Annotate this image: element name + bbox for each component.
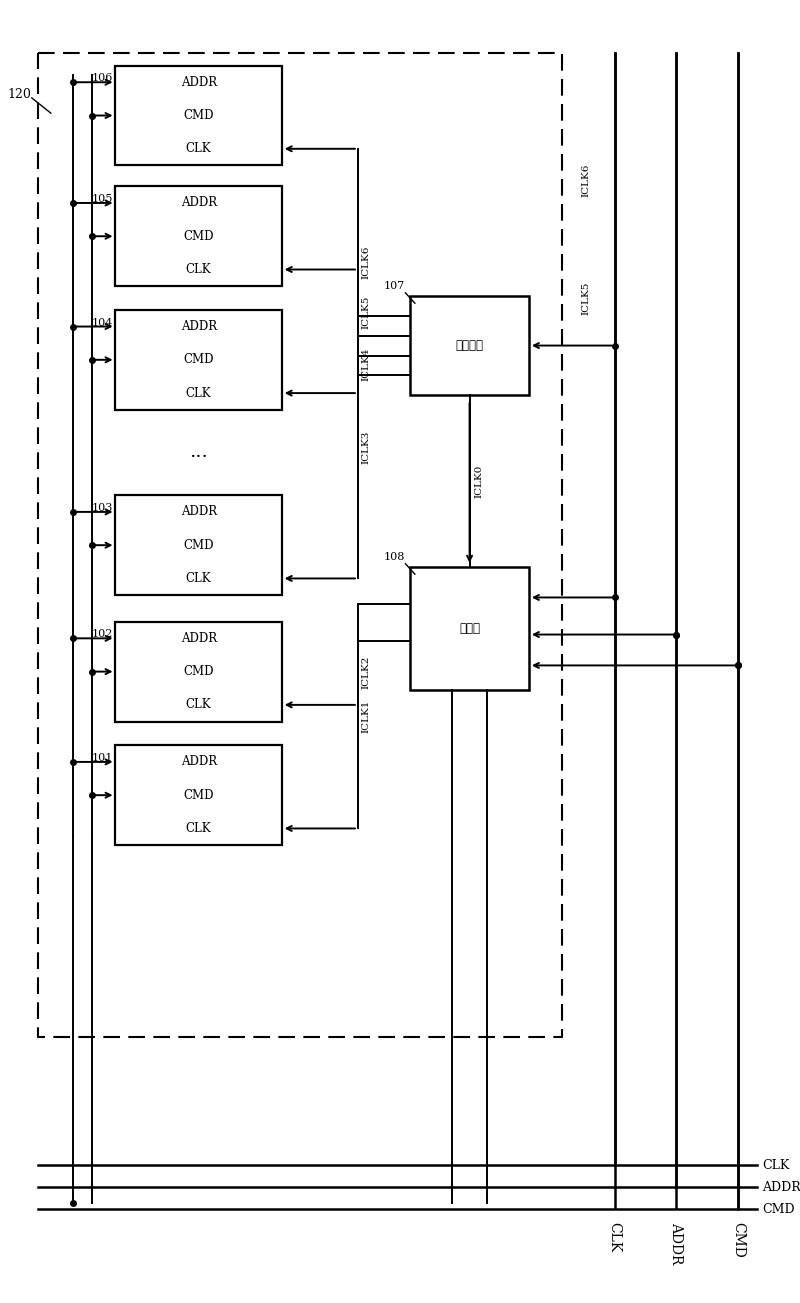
Text: CMD: CMD <box>183 229 214 242</box>
Text: CLK: CLK <box>186 142 211 155</box>
Text: ICLK3: ICLK3 <box>362 430 370 464</box>
Text: CMD: CMD <box>183 788 214 801</box>
Bar <box>115 495 282 595</box>
Text: 107: 107 <box>384 281 406 291</box>
Text: CLK: CLK <box>607 1222 622 1252</box>
Text: ADDR: ADDR <box>181 76 217 89</box>
Text: ADDR: ADDR <box>181 632 217 645</box>
Text: CLK: CLK <box>186 698 211 711</box>
Text: ADDR: ADDR <box>181 321 217 334</box>
Text: CLK: CLK <box>186 387 211 400</box>
Bar <box>410 567 529 691</box>
Text: CLK: CLK <box>186 263 211 276</box>
Text: ICLK0: ICLK0 <box>474 464 483 498</box>
Text: ADDR: ADDR <box>762 1181 800 1194</box>
Text: 寄存器: 寄存器 <box>459 622 480 635</box>
Text: ICLK1: ICLK1 <box>362 700 370 732</box>
Bar <box>410 296 529 395</box>
Text: CLK: CLK <box>186 572 211 585</box>
Text: CMD: CMD <box>183 665 214 678</box>
Text: CMD: CMD <box>762 1203 794 1216</box>
Text: 106: 106 <box>91 73 113 83</box>
Text: ICLK5: ICLK5 <box>362 296 370 330</box>
Text: 102: 102 <box>91 629 113 640</box>
Text: 120: 120 <box>8 87 32 100</box>
Text: CLK: CLK <box>762 1158 790 1171</box>
Bar <box>115 65 282 165</box>
Text: ICLK6: ICLK6 <box>582 164 590 197</box>
Text: CMD: CMD <box>183 109 214 122</box>
Bar <box>115 186 282 287</box>
Text: 103: 103 <box>91 503 113 513</box>
Text: ICLK6: ICLK6 <box>362 245 370 279</box>
Text: ADDR: ADDR <box>181 506 217 519</box>
Text: 锁相环路: 锁相环路 <box>455 339 483 352</box>
Bar <box>115 310 282 409</box>
Text: ICLK4: ICLK4 <box>362 348 370 380</box>
Text: 101: 101 <box>91 753 113 762</box>
Text: 105: 105 <box>91 194 113 205</box>
Text: 104: 104 <box>91 318 113 327</box>
Text: ADDR: ADDR <box>670 1222 683 1265</box>
Text: CMD: CMD <box>183 538 214 551</box>
Text: CMD: CMD <box>183 353 214 366</box>
Text: ICLK5: ICLK5 <box>582 281 590 315</box>
Text: ADDR: ADDR <box>181 197 217 210</box>
Text: ICLK2: ICLK2 <box>362 657 370 689</box>
Text: ...: ... <box>190 443 208 461</box>
Text: CLK: CLK <box>186 822 211 835</box>
Text: ADDR: ADDR <box>181 756 217 769</box>
Bar <box>38 53 562 1037</box>
Text: CMD: CMD <box>731 1222 745 1259</box>
Text: 108: 108 <box>384 551 406 562</box>
Bar <box>115 745 282 846</box>
Bar <box>115 622 282 722</box>
